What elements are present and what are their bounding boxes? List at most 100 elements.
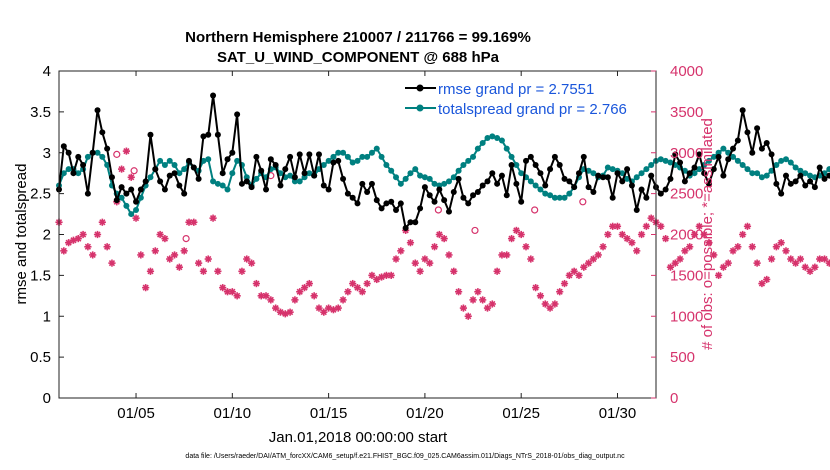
totalspread-point: [450, 174, 457, 181]
totalspread-point: [421, 174, 428, 181]
rmse-point: [763, 139, 770, 146]
rmse-point: [677, 159, 684, 166]
rmse-point: [344, 190, 351, 197]
obs-star-stroke: [108, 260, 116, 267]
obs-possible-point: [531, 206, 539, 214]
totalspread-point: [137, 194, 144, 201]
obs-assimilated-point: [358, 288, 366, 296]
rmse-point: [715, 153, 722, 160]
totalspread-point: [445, 178, 452, 185]
obs-star-stroke: [614, 223, 621, 230]
totalspread-point: [787, 159, 794, 166]
rmse-point: [575, 170, 582, 177]
totalspread-point: [551, 194, 558, 201]
rmse-point: [118, 184, 125, 191]
rmse-point: [234, 111, 241, 118]
obs-assimilated-point: [406, 239, 415, 247]
totalspread-point: [344, 153, 351, 160]
legend-box: [400, 77, 626, 117]
x-tick-label: 01/30: [599, 405, 637, 422]
totalspread-point: [537, 186, 544, 193]
obs-assimilated-point: [512, 226, 520, 235]
totalspread-point: [609, 166, 616, 173]
obs-star-stroke: [248, 260, 255, 267]
obs-assimilated-point: [296, 288, 304, 296]
obs-assimilated-point: [825, 259, 830, 267]
rmse-point: [205, 131, 212, 138]
obs-star-stroke: [566, 272, 573, 279]
obs-assimilated-point: [108, 259, 116, 267]
totalspread-point: [638, 170, 645, 177]
obs-assimilated-point: [811, 263, 819, 271]
obs-assimilated-point: [421, 255, 429, 263]
obs-assimilated-point: [190, 218, 198, 226]
totalspread-point: [205, 156, 212, 163]
totalspread-point: [118, 194, 125, 201]
rmse-point: [219, 170, 226, 177]
obs-star-stroke: [720, 264, 727, 271]
totalspread-point: [383, 162, 390, 169]
rmse-point: [354, 200, 361, 207]
obs-star-stroke: [262, 292, 270, 299]
obs-assimilated-point: [233, 292, 241, 300]
rmse-point: [571, 184, 578, 191]
totalspread-point: [296, 178, 303, 185]
obs-star-stroke: [364, 280, 371, 287]
obs-assimilated-point: [604, 230, 612, 239]
obs-star-stroke: [286, 309, 294, 316]
obs-star-stroke: [479, 296, 486, 304]
obs-assimilated-point: [411, 259, 419, 267]
obs-star-stroke: [407, 239, 414, 246]
legend-label-totalspread: totalspread grand pr = 2.766: [438, 101, 627, 118]
x-tick-label: 01/25: [502, 405, 540, 422]
obs-assimilated-point: [349, 279, 357, 288]
rmse-point: [730, 145, 737, 152]
rmse-point: [532, 162, 539, 169]
obs-possible-point: [113, 150, 121, 158]
y-tick-label-right: 4000: [670, 63, 703, 80]
obs-star-stroke: [311, 292, 318, 299]
obs-star-stroke: [234, 292, 241, 299]
obs-star-stroke: [450, 268, 457, 275]
obs-assimilated-point: [690, 230, 699, 239]
obs-assimilated-point: [79, 230, 87, 239]
obs-assimilated-point: [166, 255, 174, 263]
obs-star-stroke: [219, 284, 226, 291]
rmse-point: [696, 151, 703, 158]
obs-assimilated-point: [435, 230, 443, 239]
obs-star-stroke: [190, 219, 197, 226]
rmse-point: [402, 224, 409, 231]
rmse-point: [436, 186, 443, 193]
rmse-point: [311, 172, 318, 179]
obs-assimilated-point: [763, 275, 771, 284]
rmse-point: [547, 166, 554, 173]
rmse-point: [325, 186, 332, 193]
obs-star-stroke: [147, 268, 154, 275]
rmse-point: [65, 149, 72, 156]
obs-assimilated-point: [493, 267, 501, 275]
y-tick-label-right: 3000: [670, 145, 703, 162]
rmse-point: [816, 164, 823, 171]
rmse-point: [80, 162, 87, 169]
obs-assimilated-point: [392, 255, 400, 263]
obs-assimilated-point: [724, 259, 732, 267]
obs-star-stroke: [667, 264, 674, 271]
obs-star-stroke: [137, 251, 144, 259]
totalspread-point: [513, 162, 520, 169]
rmse-point: [465, 200, 472, 207]
obs-assimilated-point: [488, 300, 496, 308]
obs-assimilated-point: [459, 304, 468, 312]
obs-assimilated-point: [353, 284, 362, 292]
rmse-point: [258, 167, 265, 174]
obs-star-stroke: [368, 272, 376, 279]
rmse-point: [315, 151, 322, 158]
totalspread-point: [99, 153, 106, 160]
obs-star-stroke: [94, 231, 101, 238]
obs-star-stroke: [710, 251, 717, 259]
obs-assimilated-point: [522, 243, 530, 251]
obs-star-stroke: [181, 247, 188, 254]
totalspread-point: [648, 162, 655, 169]
rmse-point: [224, 156, 231, 163]
obs-star-stroke: [359, 288, 366, 295]
totalspread-point: [426, 175, 433, 182]
